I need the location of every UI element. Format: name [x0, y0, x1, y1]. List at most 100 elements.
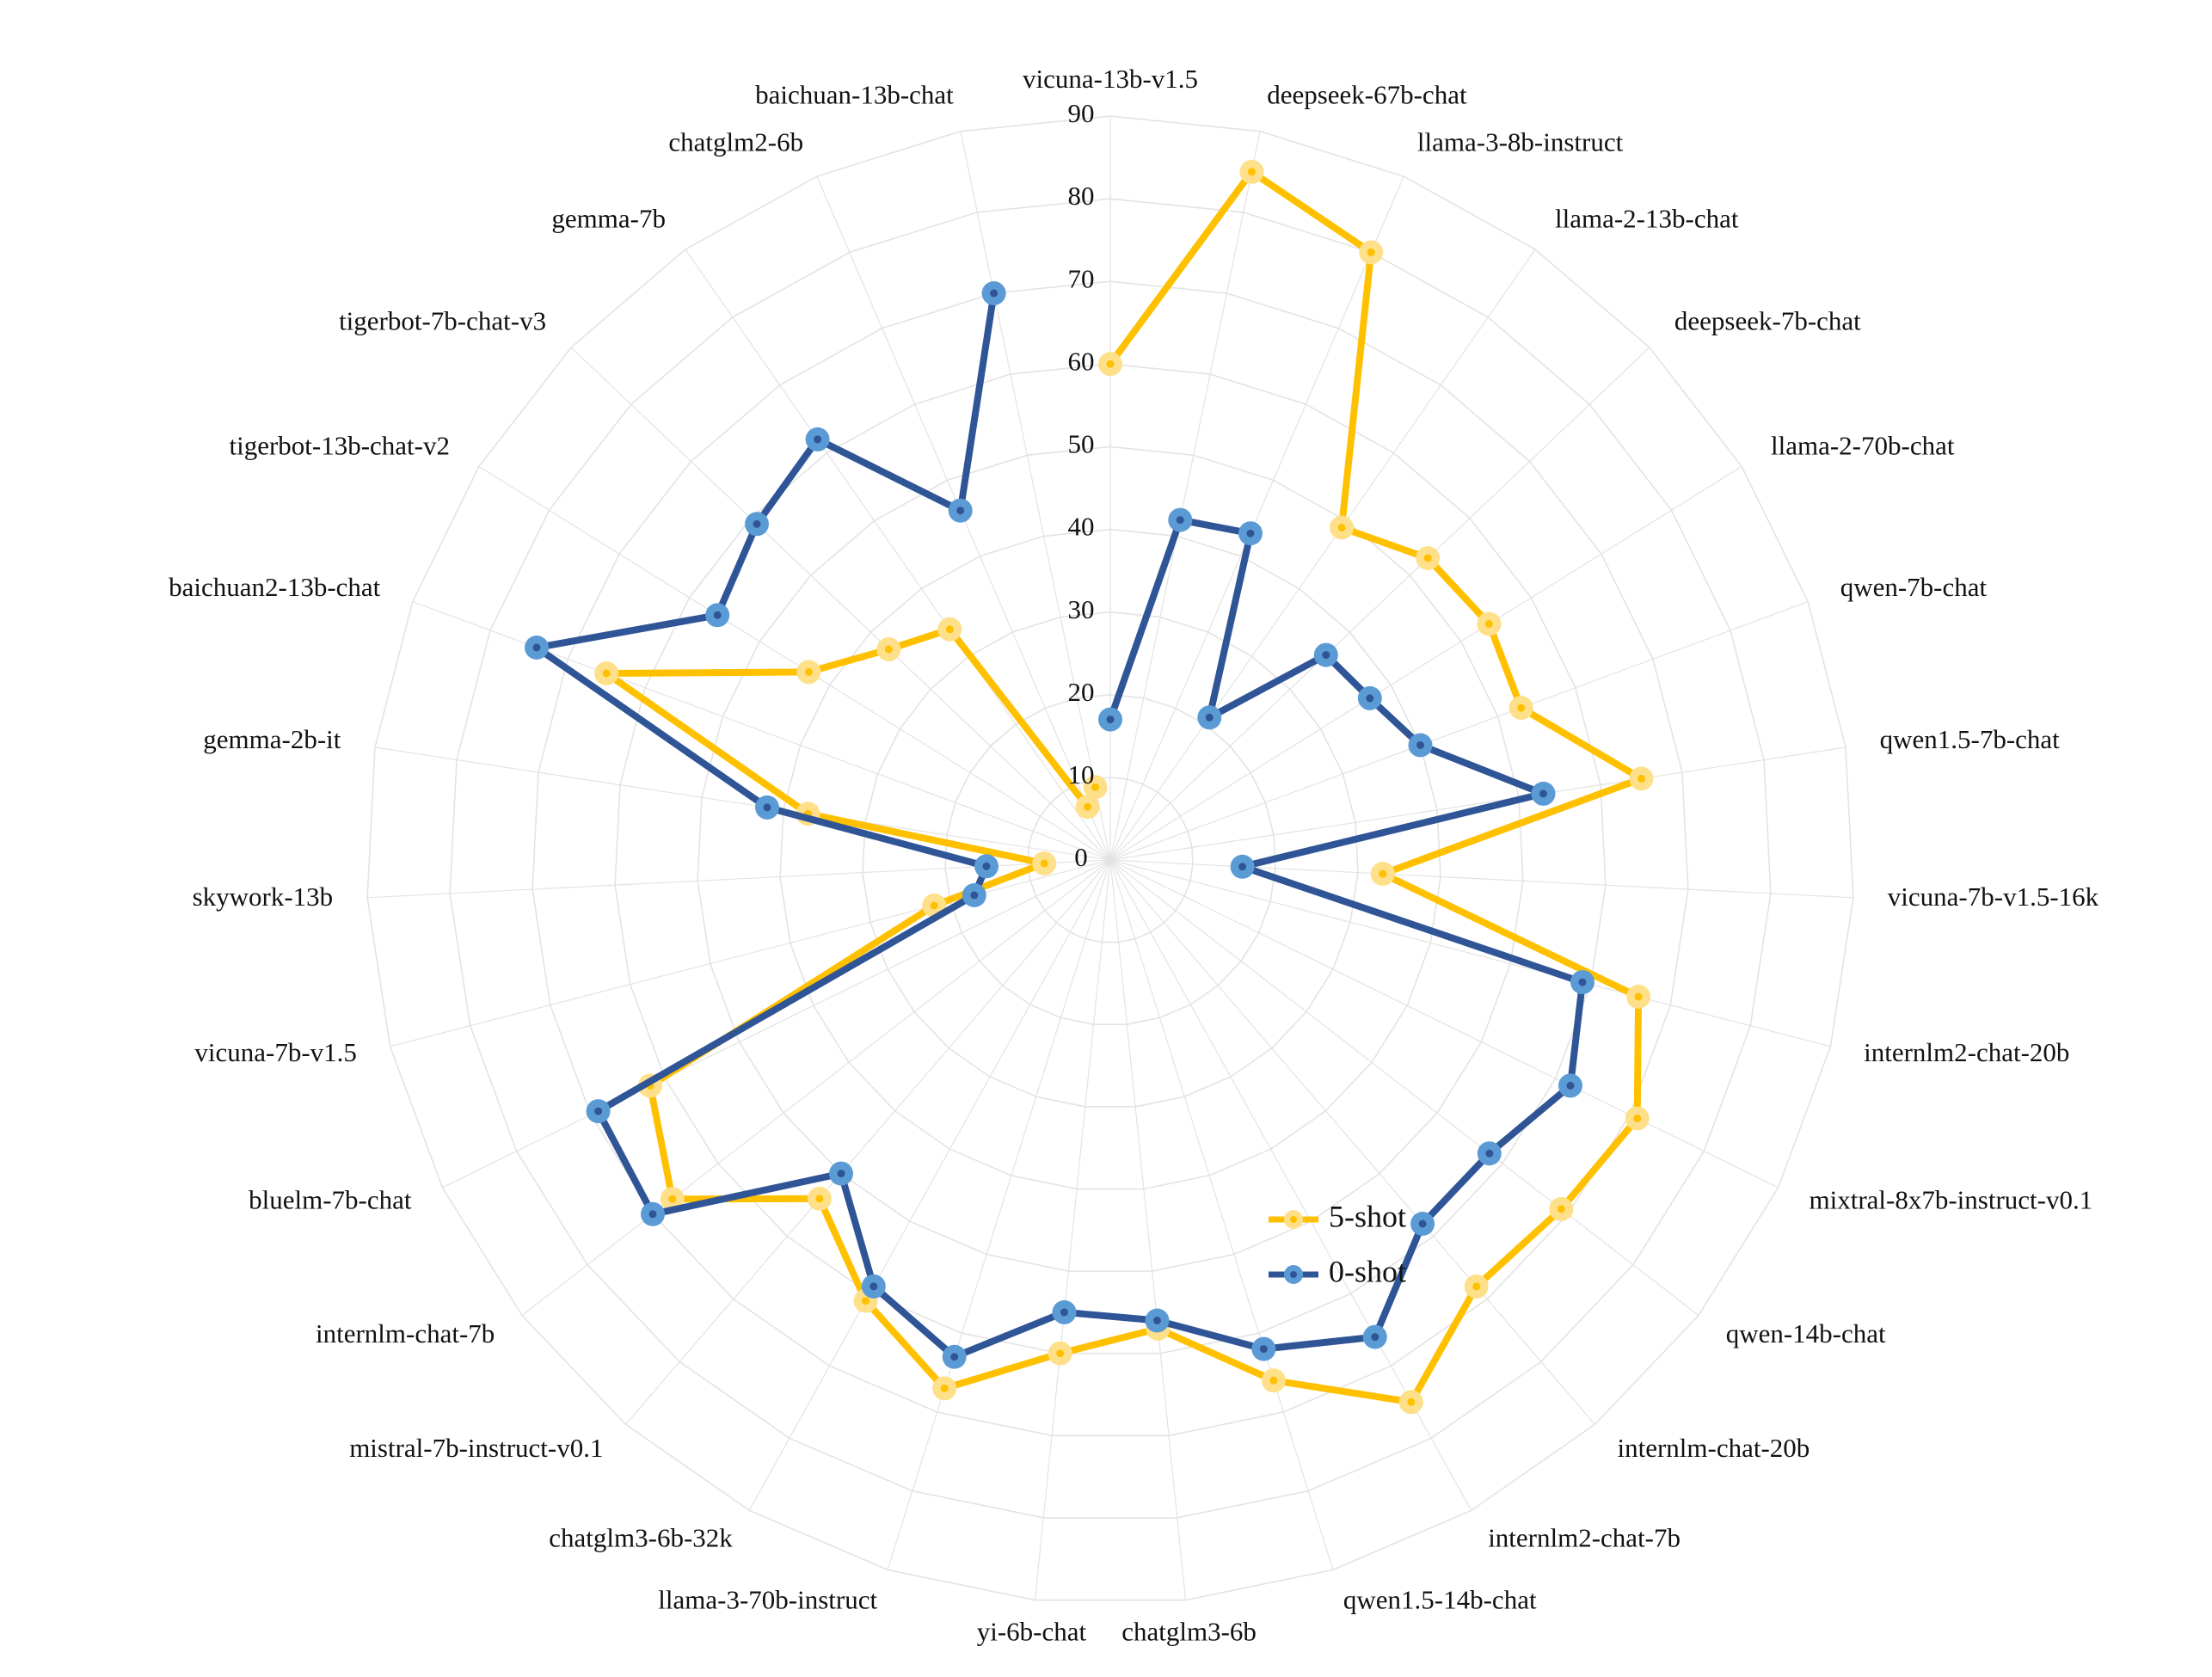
- spoke: [1034, 859, 1111, 1600]
- data-point: [1359, 240, 1384, 265]
- category-label: qwen-14b-chat: [1726, 1318, 1886, 1348]
- spoke: [887, 859, 1111, 1570]
- spoke: [1109, 859, 1779, 1189]
- data-point: [1625, 1106, 1650, 1131]
- radial-tick-label: 70: [1068, 263, 1095, 293]
- data-point: [876, 637, 901, 661]
- spoke: [442, 859, 1111, 1189]
- spoke: [1109, 131, 1261, 861]
- data-point: [525, 636, 549, 660]
- data-point: [1330, 515, 1354, 540]
- data-point: [1098, 352, 1122, 377]
- spoke: [1109, 859, 1853, 899]
- legend-item: 5-shot: [1269, 1199, 1406, 1233]
- data-point: [1464, 1274, 1489, 1299]
- radial-tick-label: 30: [1068, 594, 1095, 624]
- category-label: internlm2-chat-20b: [1864, 1037, 2069, 1067]
- spoke: [521, 859, 1111, 1316]
- legend: 5-shot 0-shot: [1269, 1199, 1406, 1288]
- spoke: [685, 249, 1111, 861]
- category-label: vicuna-7b-v1.5-16k: [1888, 882, 2099, 912]
- category-label: internlm-chat-7b: [316, 1318, 495, 1348]
- spoke: [478, 465, 1111, 861]
- data-point: [660, 1187, 685, 1212]
- data-point: [1075, 795, 1100, 820]
- data-point: [1239, 159, 1264, 184]
- data-point: [1098, 707, 1122, 732]
- spoke: [570, 347, 1111, 861]
- spoke: [1109, 859, 1595, 1425]
- data-point: [942, 1344, 967, 1369]
- grid-ring-80: [449, 198, 1772, 1519]
- data-point: [1362, 1324, 1387, 1349]
- data-point: [807, 1186, 832, 1211]
- data-point: [1398, 1390, 1423, 1415]
- data-point: [981, 281, 1006, 305]
- grid-ring-90: [366, 115, 1854, 1601]
- category-label: yi-6b-chat: [977, 1617, 1087, 1647]
- spoke: [374, 746, 1111, 861]
- grid-ring-40: [779, 528, 1441, 1190]
- radial-tick-label: 20: [1068, 677, 1095, 707]
- category-label: qwen1.5-14b-chat: [1343, 1585, 1537, 1615]
- legend-label: 0-shot: [1329, 1254, 1406, 1288]
- category-label: vicuna-13b-v1.5: [1023, 64, 1198, 94]
- category-label: gemma-7b: [551, 203, 666, 233]
- grid-ring-30: [862, 611, 1359, 1108]
- series-0-shot: [525, 281, 1594, 1369]
- category-labels: vicuna-13b-v1.5 deepseek-67b-chat llama-3-…: [169, 64, 2099, 1646]
- category-label: internlm-chat-20b: [1618, 1433, 1810, 1463]
- category-label: tigerbot-7b-chat-v3: [339, 306, 546, 336]
- data-point: [1083, 775, 1108, 800]
- category-label: baichuan2-13b-chat: [169, 572, 381, 602]
- data-point: [1558, 1073, 1582, 1098]
- data-point: [1238, 521, 1263, 546]
- category-label: internlm2-chat-7b: [1488, 1522, 1681, 1552]
- spoke: [1109, 859, 1831, 1047]
- category-label: deepseek-67b-chat: [1267, 80, 1467, 110]
- category-label: chatglm3-6b: [1121, 1617, 1257, 1647]
- data-point: [1416, 546, 1441, 570]
- data-point: [1626, 985, 1651, 1009]
- data-point: [1531, 781, 1556, 806]
- category-label: vicuna-7b-v1.5: [194, 1037, 357, 1067]
- category-label: chatglm2-6b: [668, 126, 803, 157]
- radial-tick-label: 50: [1068, 429, 1095, 459]
- spoke: [1109, 347, 1650, 861]
- data-point: [1251, 1336, 1276, 1361]
- category-label: mistral-7b-instruct-v0.1: [349, 1433, 603, 1463]
- category-label: bluelm-7b-chat: [249, 1185, 412, 1215]
- spoke: [1109, 859, 1187, 1600]
- category-label: llama-3-8b-instruct: [1417, 126, 1624, 157]
- data-point: [937, 617, 962, 642]
- data-point: [805, 427, 830, 452]
- data-point: [1197, 705, 1222, 730]
- radial-tick-label: 10: [1068, 759, 1095, 789]
- data-point: [1230, 854, 1255, 879]
- data-point: [962, 883, 986, 907]
- data-point: [641, 1201, 665, 1226]
- data-point: [1052, 1299, 1077, 1324]
- category-label: mixtral-8x7b-instruct-v0.1: [1810, 1185, 2093, 1215]
- grid-ring-70: [531, 280, 1689, 1437]
- data-point: [1477, 611, 1502, 636]
- data-point: [1032, 851, 1057, 875]
- spoke: [412, 601, 1111, 861]
- spoke: [748, 859, 1111, 1511]
- data-point: [1410, 1212, 1435, 1236]
- data-point: [1357, 685, 1382, 710]
- spoke: [390, 859, 1111, 1047]
- series-layer: [525, 159, 1654, 1415]
- series-5-shot: [594, 159, 1654, 1415]
- spoke: [960, 131, 1111, 861]
- grid-ring-50: [697, 445, 1524, 1272]
- spoke: [1109, 601, 1809, 861]
- grid-ring-60: [614, 363, 1607, 1354]
- category-label: baichuan-13b-chat: [755, 80, 954, 110]
- legend-item: 0-shot: [1269, 1254, 1406, 1288]
- radial-tick-label: 80: [1068, 181, 1095, 211]
- series-line: [603, 168, 1645, 1406]
- spoke: [1109, 859, 1699, 1316]
- data-point: [705, 603, 730, 628]
